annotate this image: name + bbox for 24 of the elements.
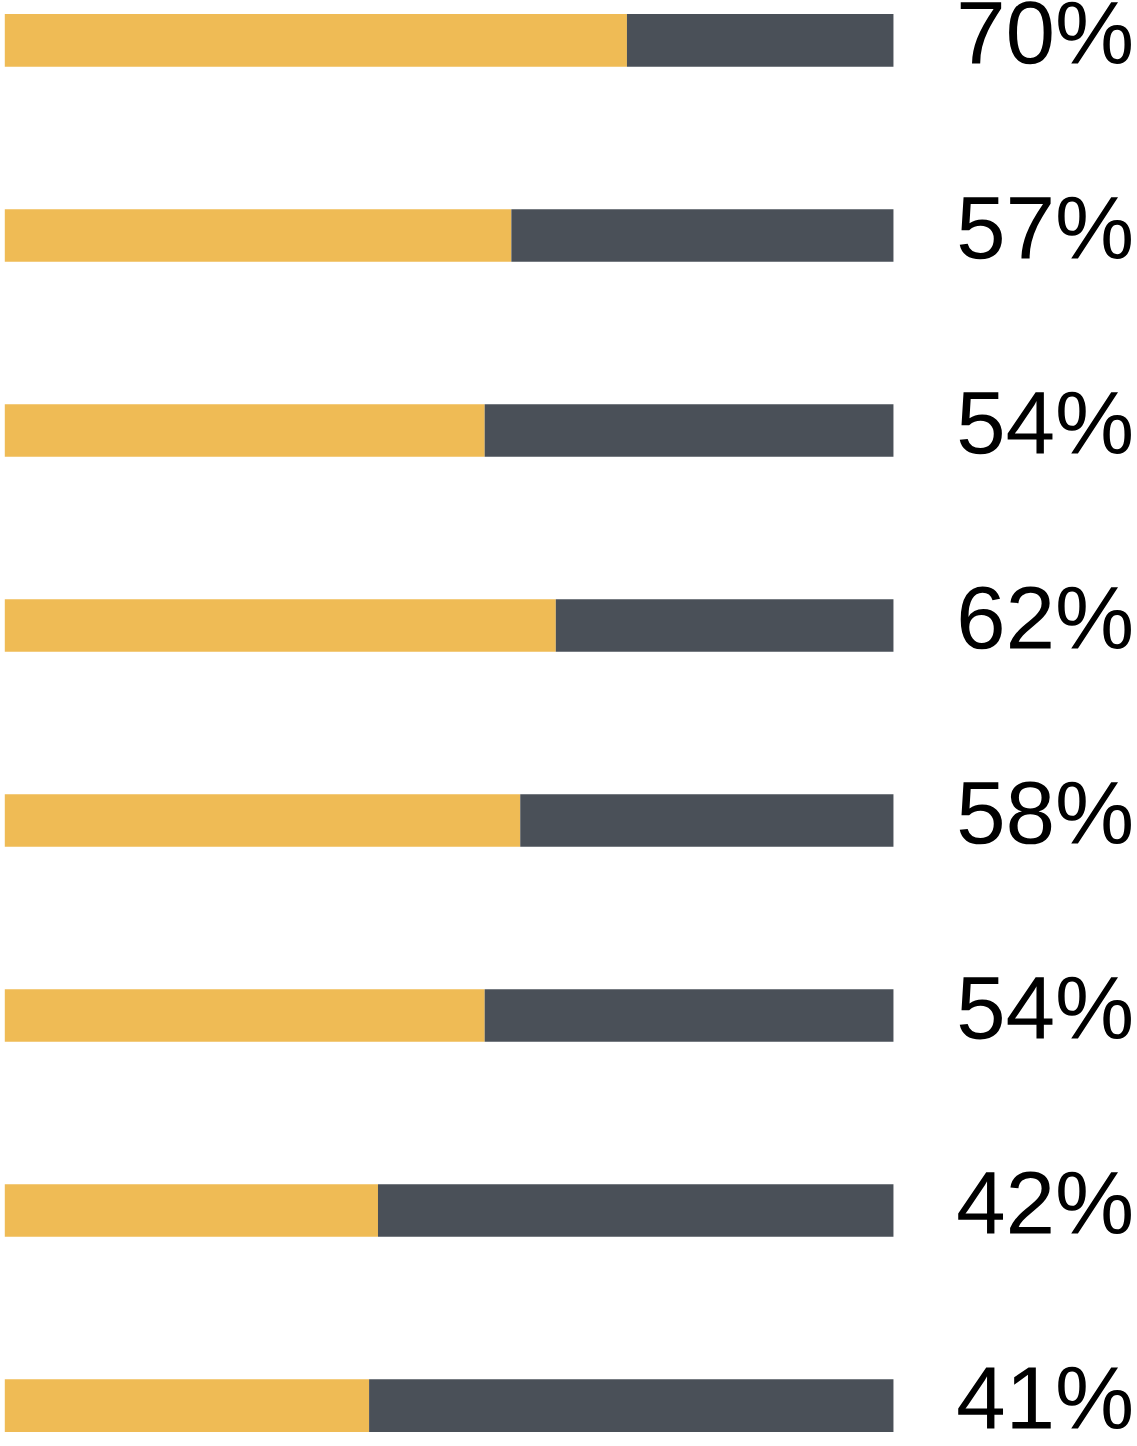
bar <box>4 794 521 847</box>
bar <box>4 1379 370 1432</box>
data-label: 58% <box>959 781 1131 845</box>
data-label: 70% <box>960 1 1131 65</box>
bar <box>4 209 512 262</box>
bar <box>484 989 894 1042</box>
data-label: 54% <box>959 391 1131 455</box>
data-label: 62% <box>960 586 1131 650</box>
data-label: 42% <box>958 1171 1131 1235</box>
bar <box>520 794 894 847</box>
bar <box>511 209 894 262</box>
bar <box>4 1184 378 1237</box>
bar <box>4 404 485 457</box>
data-label: 57% <box>959 196 1131 260</box>
data-label: 54% <box>959 976 1131 1040</box>
bar <box>4 989 485 1042</box>
bar <box>484 404 894 457</box>
bar <box>369 1379 894 1432</box>
bar <box>4 14 627 67</box>
bar <box>377 1184 894 1237</box>
bar <box>555 599 894 652</box>
bar <box>4 599 556 652</box>
bar <box>626 14 894 67</box>
data-label: 41% <box>958 1366 1131 1430</box>
